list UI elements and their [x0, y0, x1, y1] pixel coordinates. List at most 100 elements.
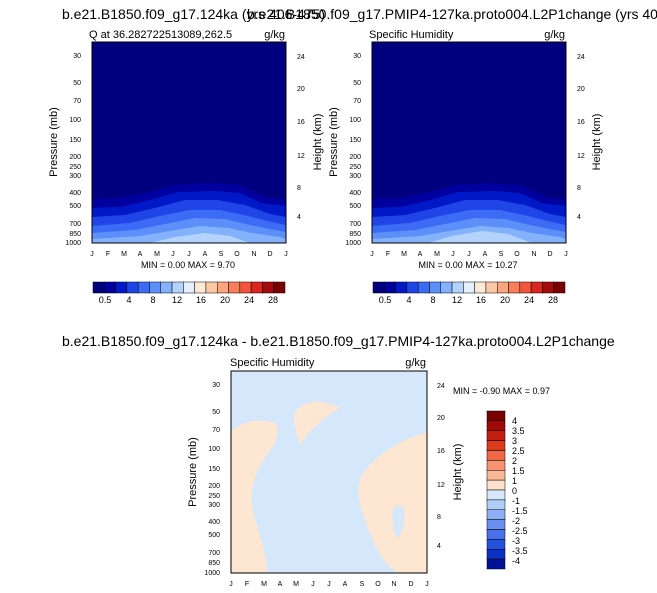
colorbar-swatch [486, 549, 506, 560]
panel-1-colorbar-labels: 0.5 4 8 12 16 20 24 28 [99, 295, 278, 305]
svg-text:A: A [278, 581, 283, 588]
svg-text:1.5: 1.5 [512, 466, 525, 476]
svg-text:3.5: 3.5 [512, 426, 525, 436]
colorbar-swatch [486, 420, 506, 431]
svg-text:-2: -2 [512, 516, 520, 526]
svg-text:O: O [234, 251, 240, 258]
svg-text:16: 16 [196, 295, 206, 305]
svg-text:12: 12 [437, 482, 445, 489]
svg-text:D: D [547, 251, 552, 258]
colorbar-swatch [474, 281, 487, 294]
panel-3: Specific Humidity g/kg 30 50 70 100 150 … [187, 357, 550, 588]
svg-text:30: 30 [353, 53, 361, 60]
colorbar-swatch [486, 489, 506, 501]
panel-2-units: g/kg [544, 29, 565, 41]
colorbar-swatch [486, 539, 506, 550]
panel-1-ylabel: Pressure (mb) [48, 107, 60, 177]
panel-1-field [92, 42, 286, 243]
svg-text:250: 250 [69, 164, 81, 171]
panel-3-x-ticks: J F M A M J J A S O N D J [229, 581, 429, 588]
svg-text:4: 4 [406, 295, 411, 305]
panel-2-y-ticks-right: 24 20 16 12 8 4 [577, 54, 585, 221]
svg-text:M: M [121, 251, 127, 258]
svg-text:200: 200 [349, 154, 361, 161]
svg-text:70: 70 [353, 98, 361, 105]
svg-text:J: J [467, 251, 471, 258]
svg-text:2.5: 2.5 [512, 446, 525, 456]
svg-text:M: M [261, 581, 267, 588]
colorbar-swatch [463, 281, 475, 294]
colorbar-swatch [486, 430, 506, 441]
svg-text:200: 200 [69, 154, 81, 161]
svg-text:J: J [425, 581, 429, 588]
panel-1-y-ticks: 30 50 70 100 150 200 250 300 400 500 700… [65, 53, 81, 247]
colorbar-swatch [372, 281, 385, 294]
svg-text:O: O [514, 251, 520, 258]
top-right-title: b.e21.B1850.f09_g17.PMIP4-127ka.proto004… [247, 6, 657, 22]
svg-text:20: 20 [577, 86, 585, 93]
colorbar-swatch [486, 509, 506, 520]
panel-2-colorbar-labels: 0.5 4 8 12 16 20 24 28 [379, 295, 558, 305]
svg-text:3: 3 [512, 436, 517, 446]
colorbar-swatch [542, 281, 554, 294]
panel-1: Q at 36.282722513089,262.5 g/kg 30 50 70… [48, 29, 324, 305]
svg-text:12: 12 [172, 295, 182, 305]
svg-text:400: 400 [208, 519, 220, 526]
svg-text:J: J [229, 581, 233, 588]
svg-text:J: J [90, 251, 94, 258]
colorbar-swatch [553, 281, 566, 294]
svg-text:8: 8 [430, 295, 435, 305]
svg-text:S: S [360, 581, 365, 588]
svg-text:N: N [391, 581, 396, 588]
svg-text:J: J [451, 251, 455, 258]
colorbar-swatch [508, 281, 521, 294]
svg-text:-1: -1 [512, 496, 520, 506]
svg-text:50: 50 [212, 409, 220, 416]
panel-2-y-ticks: 30 50 70 100 150 200 250 300 400 500 700… [345, 53, 361, 247]
svg-text:20: 20 [220, 295, 230, 305]
svg-text:M: M [401, 251, 407, 258]
svg-text:24: 24 [437, 383, 445, 390]
panel-3-stats: MIN = -0.90 MAX = 0.97 [453, 386, 550, 396]
panel-3-ylabel: Pressure (mb) [187, 437, 199, 507]
colorbar-swatch [530, 281, 543, 294]
svg-text:J: J [171, 251, 175, 258]
colorbar-swatch [126, 281, 139, 294]
colorbar-swatch [395, 281, 408, 294]
svg-text:150: 150 [69, 137, 81, 144]
colorbar-swatch [519, 281, 532, 294]
panel-3-field [231, 371, 427, 573]
svg-text:-2.5: -2.5 [512, 526, 528, 536]
svg-text:1000: 1000 [204, 570, 220, 577]
svg-text:4: 4 [297, 214, 301, 221]
svg-text:M: M [154, 251, 160, 258]
colorbar-swatch [440, 281, 453, 294]
svg-text:J: J [327, 581, 331, 588]
svg-text:-3.5: -3.5 [512, 546, 528, 556]
svg-text:D: D [267, 251, 272, 258]
svg-text:16: 16 [437, 448, 445, 455]
colorbar-swatch [429, 281, 442, 294]
svg-text:24: 24 [577, 54, 585, 61]
svg-text:70: 70 [73, 98, 81, 105]
svg-text:A: A [203, 251, 208, 258]
colorbar-swatch [486, 519, 506, 530]
colorbar-swatch [486, 460, 506, 471]
panel-3-subtitle: Specific Humidity [230, 357, 315, 369]
colorbar-swatch [486, 450, 506, 461]
svg-text:M: M [293, 581, 299, 588]
svg-text:N: N [251, 251, 256, 258]
svg-text:250: 250 [349, 164, 361, 171]
panel-2-x-ticks: J F M A M J J A S O N D J [370, 251, 568, 258]
panel-1-units: g/kg [264, 29, 285, 41]
svg-text:400: 400 [69, 190, 81, 197]
panel-3-y-ticks-right: 24 20 16 12 8 4 [437, 383, 445, 550]
top-left-title: b.e21.B1850.f09_g17.124ka (yrs 406-475) [62, 6, 325, 22]
svg-text:2: 2 [512, 456, 517, 466]
svg-text:100: 100 [69, 117, 81, 124]
svg-text:J: J [284, 251, 288, 258]
svg-text:1: 1 [512, 476, 517, 486]
svg-text:300: 300 [69, 173, 81, 180]
svg-text:24: 24 [244, 295, 254, 305]
